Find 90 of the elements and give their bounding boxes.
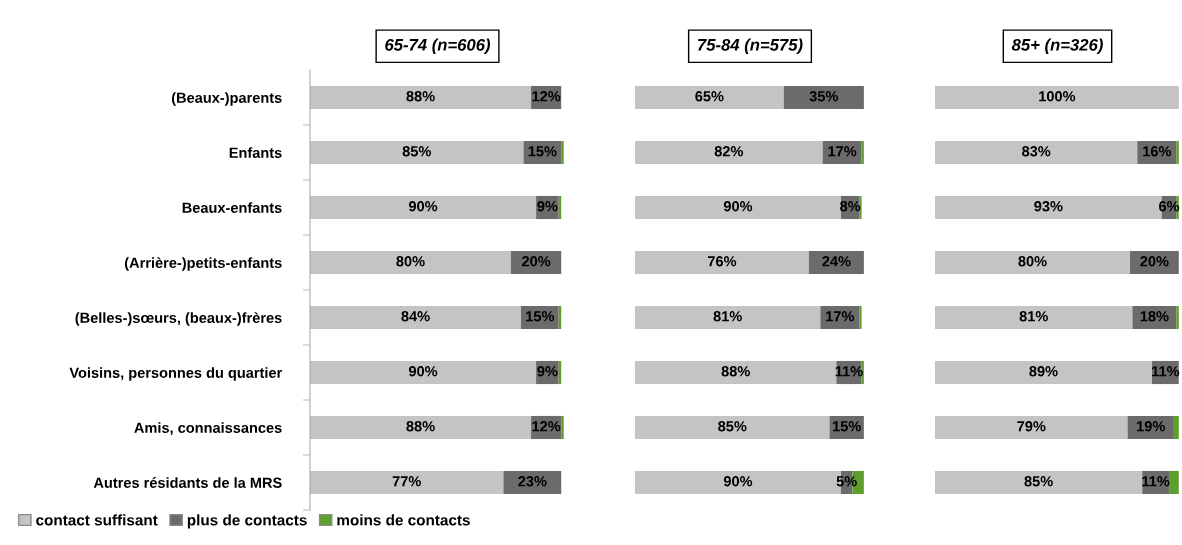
data-label: 17%: [828, 146, 857, 157]
legend-label: moins de contacts: [337, 514, 470, 526]
bar: [935, 305, 1133, 330]
data-label: 85%: [1024, 476, 1053, 487]
legend-label: contact suffisant: [36, 514, 158, 526]
bar: [635, 360, 837, 385]
data-label: 82%: [714, 146, 744, 157]
bar: [310, 470, 504, 495]
y-tick-label: Amis, connaissances: [134, 422, 282, 436]
bar: [859, 195, 862, 220]
data-label: 83%: [1022, 146, 1051, 157]
data-label: 81%: [1019, 311, 1048, 322]
data-label: 90%: [408, 366, 438, 377]
bar: [310, 415, 532, 440]
data-label: 88%: [721, 366, 750, 377]
data-label: 79%: [1017, 421, 1046, 432]
bar: [935, 250, 1131, 275]
data-label: 81%: [713, 311, 742, 322]
bar: [635, 85, 784, 110]
data-label: 11%: [1142, 476, 1170, 487]
data-label: 20%: [522, 256, 551, 267]
data-label: 20%: [1140, 256, 1169, 267]
chart-title: 85+ (n=326): [1011, 38, 1103, 55]
data-label: 93%: [1034, 201, 1063, 212]
data-label: 90%: [408, 201, 438, 212]
bar: [935, 415, 1128, 440]
data-label: 85%: [718, 421, 747, 432]
data-label: 35%: [809, 91, 839, 102]
y-tick-label: Enfants: [229, 147, 282, 158]
chart-title: 65-74 (n=606): [385, 38, 491, 55]
data-label: 88%: [406, 421, 435, 432]
bar: [635, 250, 809, 275]
data-label: 9%: [537, 366, 558, 377]
bar: [808, 250, 864, 275]
data-label: 89%: [1029, 366, 1058, 377]
data-label: 76%: [708, 256, 737, 267]
bar: [935, 360, 1152, 385]
legend-label: plus de contacts: [187, 514, 307, 529]
bar: [503, 470, 562, 495]
data-label: 84%: [401, 311, 430, 322]
chart-title: 75-84 (n=575): [698, 38, 803, 55]
data-label: 23%: [518, 476, 547, 487]
data-label: 15%: [526, 311, 555, 322]
bar: [310, 85, 532, 110]
bar: [310, 195, 537, 220]
y-tick-label: (Belles-)sœurs, (beaux-)frères: [75, 312, 282, 326]
bar: [310, 140, 524, 165]
y-tick-label: (Beaux-)parents: [171, 92, 282, 106]
bar: [635, 415, 830, 440]
data-label: 16%: [1143, 146, 1172, 157]
data-label: 18%: [1140, 311, 1169, 322]
bar: [935, 85, 1179, 110]
bar: [783, 85, 864, 110]
bar: [859, 305, 862, 330]
bar: [310, 250, 511, 275]
data-label: 11%: [1152, 366, 1180, 377]
y-tick-label: (Arrière-)petits-enfants: [124, 257, 282, 271]
bar: [561, 140, 564, 165]
data-label: 80%: [1018, 256, 1047, 267]
data-label: 12%: [532, 91, 561, 102]
data-label: 15%: [528, 146, 557, 157]
data-label: 12%: [532, 421, 561, 432]
data-label: 90%: [723, 476, 753, 487]
data-label: 65%: [695, 91, 724, 102]
data-label: 80%: [396, 256, 425, 267]
bar: [935, 470, 1143, 495]
data-label: 19%: [1137, 421, 1165, 432]
data-label: 88%: [406, 91, 435, 102]
data-label: 90%: [723, 201, 753, 212]
y-tick-label: Autres résidants de la MRS: [93, 477, 282, 488]
data-label: 24%: [822, 256, 851, 267]
data-label: 77%: [392, 476, 421, 487]
bar: [1169, 470, 1179, 495]
bar: [310, 360, 537, 385]
bar: [635, 195, 841, 220]
bar: [1176, 140, 1179, 165]
data-label: 100%: [1039, 91, 1076, 102]
bar: [935, 140, 1138, 165]
bar: [635, 140, 823, 165]
y-tick-label: Voisins, personnes du quartier: [69, 367, 283, 381]
data-label: 15%: [833, 421, 861, 432]
bar: [561, 415, 564, 440]
data-label: 17%: [826, 311, 855, 322]
data-label: 85%: [402, 146, 431, 157]
data-label: 9%: [537, 201, 558, 212]
bar: [635, 305, 821, 330]
bar: [310, 305, 522, 330]
bar: [1176, 305, 1179, 330]
y-tick-label: Beaux-enfants: [182, 202, 282, 213]
bar: [1173, 415, 1179, 440]
